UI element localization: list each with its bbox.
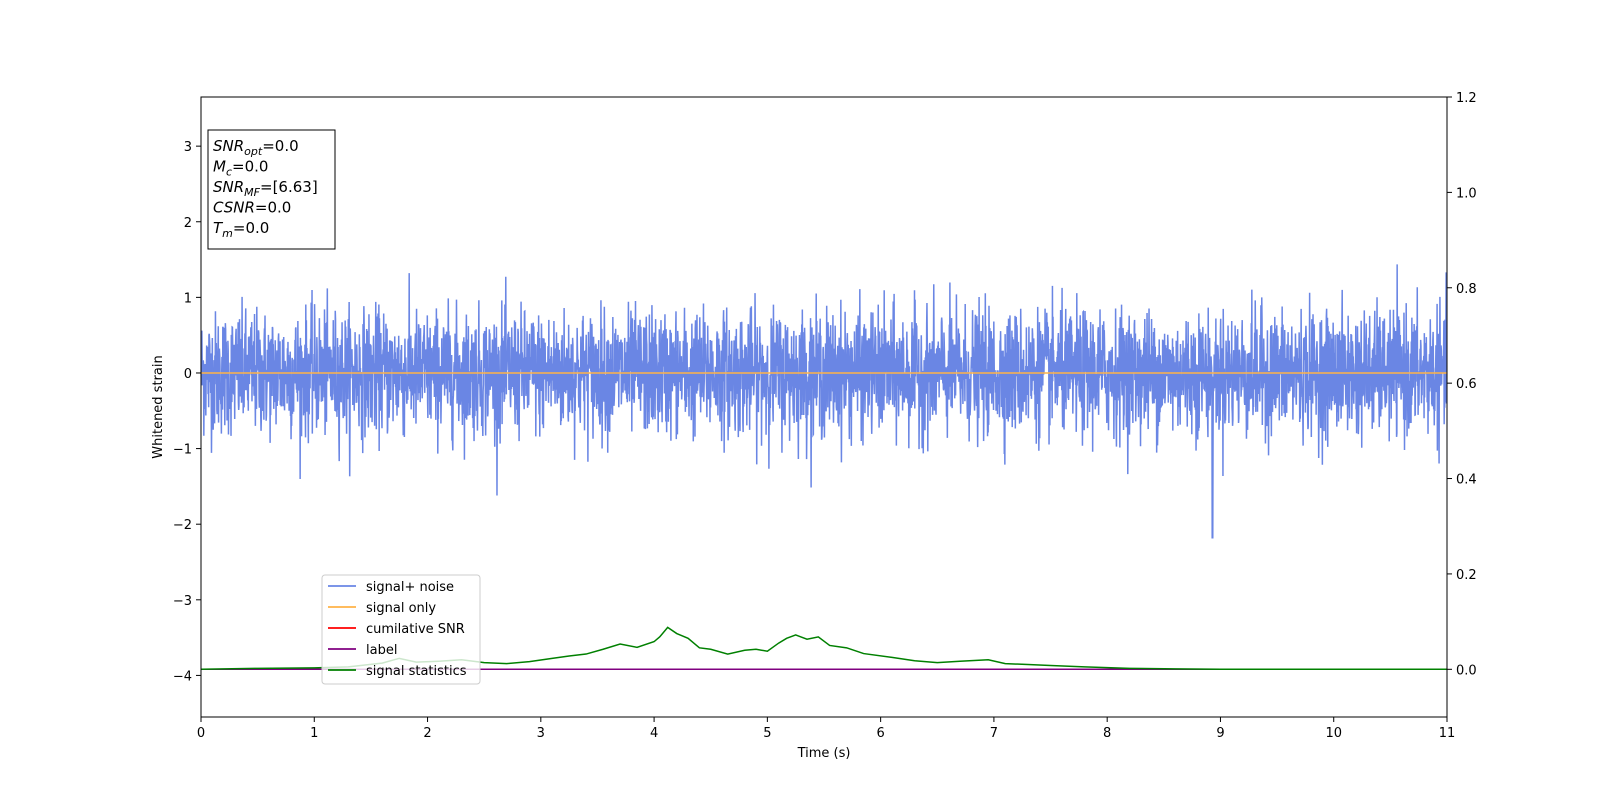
y-axis-right: 0.0 0.2 0.4 0.6 0.8 1.0 1.2 xyxy=(1447,91,1477,678)
y2-tick-label: 0.0 xyxy=(1456,663,1477,678)
y-tick-label: −4 xyxy=(173,669,192,684)
legend-label: signal only xyxy=(366,601,436,616)
y-axis-left: −4 −3 −2 −1 0 1 2 3 xyxy=(173,140,201,684)
y-tick-label: 3 xyxy=(184,140,192,155)
x-tick-label: 1 xyxy=(310,726,318,741)
x-tick-label: 9 xyxy=(1216,726,1224,741)
legend: signal+ noise signal only cumilative SNR la… xyxy=(321,574,481,685)
x-axis: 0 1 2 3 4 5 6 7 8 9 10 11 xyxy=(197,717,1455,741)
legend-label: signal statistics xyxy=(366,664,467,679)
y-axis-label: Whitened strain xyxy=(151,355,166,458)
x-tick-label: 8 xyxy=(1103,726,1111,741)
info-box-line: CSNR=0.0 xyxy=(213,199,291,217)
y2-tick-label: 0.4 xyxy=(1456,473,1477,488)
y-tick-label: −2 xyxy=(173,518,192,533)
x-tick-label: 7 xyxy=(990,726,998,741)
info-box-line: SNRMF=[6.63] xyxy=(213,178,318,199)
x-tick-label: 5 xyxy=(763,726,771,741)
y-tick-label: 2 xyxy=(184,216,192,231)
legend-label: label xyxy=(366,643,397,658)
y-tick-label: −3 xyxy=(173,594,192,609)
y-tick-label: −1 xyxy=(173,443,192,458)
y2-tick-label: 0.8 xyxy=(1456,282,1477,297)
legend-label: signal+ noise xyxy=(366,580,454,595)
info-box-line: SNRopt=0.0 xyxy=(213,137,299,158)
x-tick-label: 10 xyxy=(1325,726,1342,741)
y2-tick-label: 1.0 xyxy=(1456,186,1477,201)
x-tick-label: 2 xyxy=(423,726,431,741)
x-tick-label: 11 xyxy=(1439,726,1456,741)
x-tick-label: 3 xyxy=(537,726,545,741)
info-box-frame xyxy=(207,129,336,250)
y2-tick-label: 0.2 xyxy=(1456,568,1477,583)
y2-tick-label: 1.2 xyxy=(1456,91,1477,106)
x-tick-label: 4 xyxy=(650,726,658,741)
y2-tick-label: 0.6 xyxy=(1456,377,1477,392)
x-tick-label: 6 xyxy=(876,726,884,741)
x-axis-label: Time (s) xyxy=(797,746,851,761)
legend-frame xyxy=(321,574,481,685)
y-tick-label: 0 xyxy=(184,367,192,382)
x-tick-label: 0 xyxy=(197,726,205,741)
info-box-line: Tm=0.0 xyxy=(213,219,269,240)
info-box-line: Mc=0.0 xyxy=(213,158,268,179)
plot-frame xyxy=(200,96,1448,718)
series-signal-noise-line xyxy=(201,264,1447,539)
y-tick-label: 1 xyxy=(184,291,192,306)
legend-label: cumilative SNR xyxy=(366,622,465,637)
